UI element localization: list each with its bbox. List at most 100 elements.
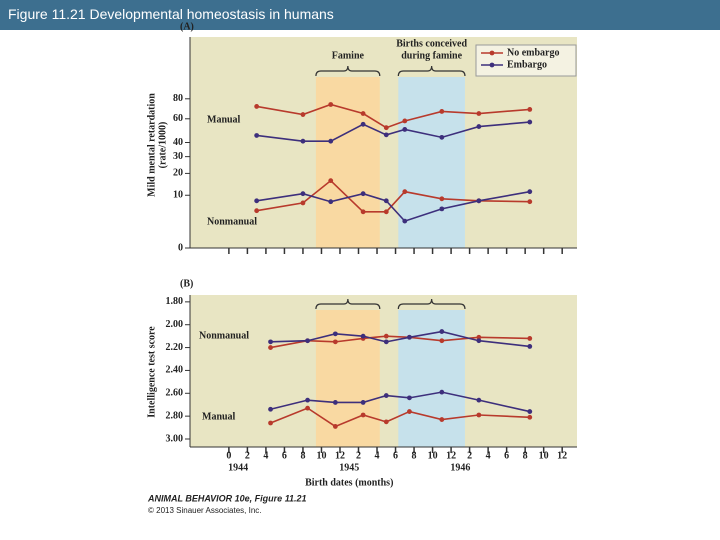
y-tick-label: 2.80 [166, 410, 184, 421]
data-point [328, 138, 334, 144]
data-point [527, 119, 533, 125]
data-point [360, 333, 366, 339]
data-point [360, 121, 366, 127]
y-tick-label: 1.80 [166, 296, 184, 307]
y-tick-label: 2.60 [166, 388, 184, 399]
data-point [305, 405, 310, 411]
data-point [360, 412, 366, 418]
data-point [332, 331, 338, 337]
y-tick-label: 10 [173, 190, 183, 201]
x-tick-label: 10 [316, 450, 326, 461]
legend-dot [489, 50, 495, 56]
y-tick-label: 40 [173, 137, 183, 148]
brace [315, 298, 381, 310]
data-point [383, 393, 389, 398]
data-point [527, 409, 533, 414]
data-point [254, 198, 260, 204]
data-point [439, 196, 445, 202]
group-label: Nonmanual [199, 330, 249, 341]
data-point [332, 424, 338, 429]
brace [397, 65, 466, 77]
data-point [476, 338, 482, 344]
x-tick-label: 8 [523, 450, 528, 461]
data-point [268, 339, 273, 345]
data-point [383, 209, 389, 215]
group-label: Manual [202, 411, 236, 422]
x-tick-label: 10 [539, 450, 549, 461]
year-label: 1945 [339, 462, 359, 473]
data-point [527, 199, 533, 205]
y-tick-label: 3.00 [166, 433, 184, 444]
y-axis-label: Mild mental retardation [146, 93, 157, 197]
period-label: during famine [401, 50, 462, 61]
y-tick-label: 30 [173, 151, 183, 162]
y-axis-label: Intelligence test score [146, 326, 157, 418]
slide-title: Figure 11.21 Developmental homeostasis i… [8, 6, 334, 22]
panel-label: (A) [180, 21, 194, 32]
data-point [305, 397, 310, 403]
data-point [476, 397, 482, 403]
data-point [383, 125, 389, 131]
data-point [383, 198, 389, 204]
data-point [402, 127, 408, 132]
data-point [439, 206, 445, 212]
x-tick-label: 4 [375, 450, 380, 461]
data-point [439, 134, 445, 140]
x-axis-label: Birth dates (months) [305, 477, 393, 488]
y-tick-label: 20 [173, 168, 183, 179]
y-tick-label: 2.20 [166, 342, 184, 353]
data-point [439, 338, 445, 344]
shaded-period [315, 310, 380, 447]
x-tick-label: 2 [356, 450, 361, 461]
data-point [254, 208, 260, 214]
data-point [300, 200, 306, 206]
data-point [476, 124, 482, 129]
data-point [407, 334, 412, 340]
group-label: Nonmanual [207, 216, 257, 227]
data-point [360, 191, 366, 197]
header-bar: Figure 11.21 Developmental homeostasis i… [0, 0, 720, 30]
data-point [332, 339, 338, 345]
data-point [328, 102, 334, 107]
data-point [476, 198, 482, 204]
year-label: 1946 [450, 462, 470, 473]
x-tick-label: 2 [245, 450, 250, 461]
x-tick-label: 12 [557, 450, 567, 461]
data-point [476, 412, 482, 418]
data-point [476, 111, 482, 116]
data-point [360, 111, 366, 116]
data-point [268, 345, 273, 350]
data-point [305, 338, 310, 344]
legend-box [475, 44, 577, 77]
data-point [407, 395, 412, 401]
data-point [527, 344, 533, 349]
credit: ANIMAL BEHAVIOR 10e, Figure 11.21 [147, 493, 307, 503]
data-point [383, 333, 389, 339]
shaded-period [315, 77, 380, 248]
data-point [383, 339, 389, 345]
legend-dot [489, 62, 495, 68]
x-tick-label: 2 [467, 450, 472, 461]
data-point [402, 218, 408, 224]
data-point [268, 420, 273, 426]
data-point [402, 189, 408, 195]
data-point [254, 104, 260, 109]
y-tick-label: 2.40 [166, 365, 184, 376]
legend-label: No embargo [507, 47, 560, 58]
data-point [439, 417, 445, 422]
x-tick-label: 6 [282, 450, 287, 461]
data-point [527, 336, 533, 341]
copyright: © 2013 Sinauer Associates, Inc. [148, 506, 262, 515]
x-tick-label: 10 [428, 450, 438, 461]
data-point [527, 189, 533, 195]
data-point [527, 107, 533, 112]
data-point [527, 414, 533, 420]
plot-background [190, 295, 577, 447]
y-tick-label: 2.00 [166, 319, 184, 330]
brace [397, 298, 466, 310]
x-tick-label: 4 [486, 450, 491, 461]
shaded-period [398, 310, 465, 447]
period-label: Births conceived [396, 38, 467, 49]
